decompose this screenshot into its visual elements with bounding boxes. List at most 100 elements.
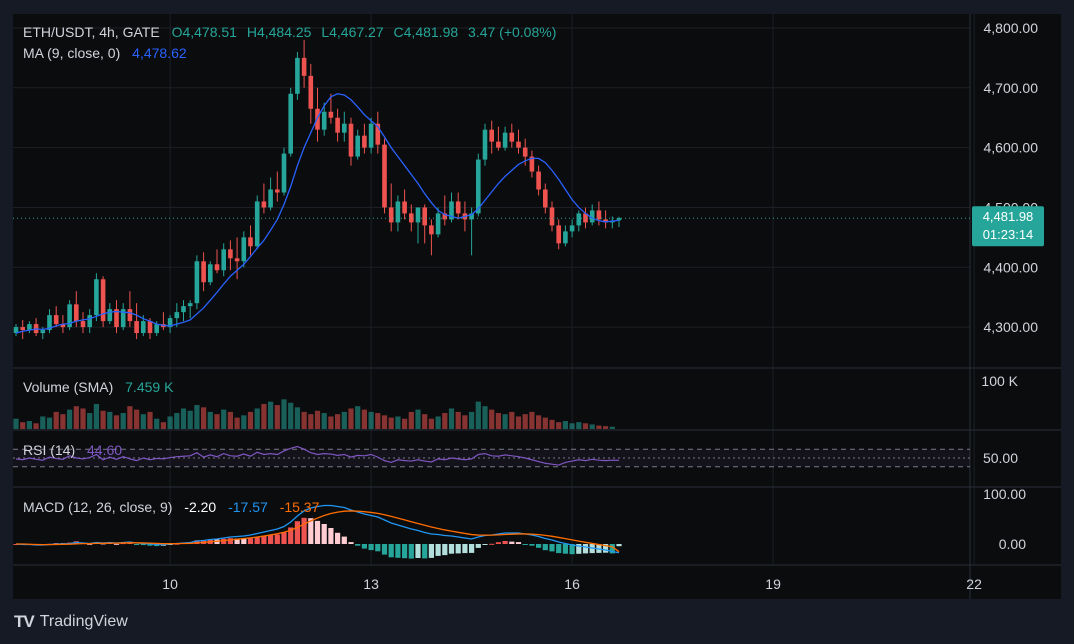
svg-text:MACD (12, 26, close, 9): MACD (12, 26, close, 9) -2.20 -17.57 -15…	[23, 499, 320, 515]
candle-body	[13, 327, 19, 334]
volume-bar	[569, 423, 575, 429]
footer-branding[interactable]: TV TradingView	[14, 612, 128, 632]
rsi-pane[interactable]	[13, 445, 970, 468]
rsi-legend-label: RSI (14)	[23, 442, 75, 458]
candle-body	[221, 249, 226, 271]
macd-hist-bar	[368, 544, 374, 551]
macd-hist-bar	[388, 544, 394, 558]
legend-high: H4,484.25	[247, 24, 312, 40]
ma-legend-label: MA (9, close, 0)	[23, 45, 120, 61]
volume-bar	[234, 417, 240, 429]
candle-body	[281, 153, 287, 193]
macd-hist-bar	[515, 542, 522, 544]
volume-bar	[221, 409, 227, 429]
legend-open: O4,478.51	[172, 24, 238, 40]
main-legend[interactable]: ETH/USDT, 4h, GATE O4,478.51 H4,484.25 L…	[23, 24, 556, 61]
volume-bar	[502, 414, 508, 429]
chart-canvas[interactable]: 4,300.004,400.004,500.004,600.004,700.00…	[13, 14, 1061, 599]
macd-hist-bar	[509, 541, 515, 544]
signal-line	[16, 510, 620, 553]
candle-body	[187, 303, 193, 307]
macd-hist-bar	[274, 534, 280, 544]
legend-low: L4,467.27	[321, 24, 383, 40]
macd-hist-bar	[576, 544, 582, 554]
volume-bar	[67, 409, 73, 429]
candle-body	[502, 132, 508, 148]
macd-hist-bar	[442, 544, 448, 556]
candle-body	[395, 201, 401, 223]
rsi-line	[15, 445, 620, 466]
volume-bar	[201, 407, 207, 429]
volume-bar	[368, 411, 374, 429]
time-tick-label: 13	[363, 576, 379, 592]
macd-hist-bar	[462, 544, 468, 554]
volume-bar	[294, 407, 300, 429]
candle-body	[489, 129, 494, 142]
macd-legend-label: MACD (12, 26, close, 9)	[23, 499, 172, 515]
rsi-legend[interactable]: RSI (14) 44.60	[23, 442, 122, 458]
volume-bar	[536, 415, 542, 429]
macd-hist-bar	[361, 544, 367, 549]
macd-hist-bar	[335, 532, 341, 544]
volume-legend[interactable]: Volume (SMA) 7.459 K	[23, 379, 174, 395]
volume-bar	[113, 415, 120, 429]
candle-body	[589, 210, 595, 223]
macd-pane[interactable]	[13, 504, 622, 559]
volume-bar	[20, 422, 26, 429]
tradingview-logo-icon: TV	[14, 612, 35, 631]
volume-bar	[154, 418, 160, 429]
candle-body	[248, 237, 253, 247]
candle-body	[167, 318, 173, 328]
volume-bar	[442, 413, 448, 429]
macd-hist-bar	[281, 532, 287, 544]
volume-bar	[609, 426, 615, 429]
ma-line	[15, 93, 620, 334]
svg-text:Volume (SMA) 7.459 K: Volume (SMA) 7.459 K	[23, 379, 174, 395]
candle-body	[476, 159, 481, 214]
volume-bar	[241, 415, 247, 429]
macd-hist-bar	[375, 544, 381, 552]
macd-hist-bar	[415, 544, 421, 558]
candle-body	[496, 141, 501, 148]
macd-legend[interactable]: MACD (12, 26, close, 9) -2.20 -17.57 -15…	[23, 499, 320, 515]
candle-body	[120, 309, 126, 328]
candle-body	[603, 219, 608, 223]
candle-body	[87, 315, 92, 328]
macd-hist-bar	[435, 544, 441, 556]
macd-hist-bar	[321, 524, 327, 544]
macd-hist-bar	[194, 540, 200, 544]
candle-body	[442, 213, 448, 220]
time-tick-label: 22	[966, 576, 982, 592]
candle-body	[422, 207, 427, 226]
price-tick-label: 4,800.00	[984, 20, 1039, 36]
macd-hist-bar	[341, 536, 347, 544]
volume-bar	[408, 411, 414, 429]
price-pane[interactable]	[13, 39, 970, 340]
candle-body	[288, 93, 293, 154]
macd-hist-bar	[247, 538, 254, 544]
candle-body	[455, 201, 461, 214]
volume-bar	[469, 411, 475, 429]
macd-hist-bar	[542, 544, 548, 551]
macd-hist-bar	[428, 544, 434, 558]
macd-histogram	[13, 517, 622, 559]
candle-body	[275, 189, 280, 193]
volume-bar	[542, 417, 548, 429]
macd-hist-bar	[268, 535, 274, 544]
price-axis[interactable]: 4,300.004,400.004,500.004,600.004,700.00…	[981, 20, 1038, 552]
candles	[13, 39, 622, 340]
time-axis[interactable]: 10131619222528	[162, 576, 1061, 592]
macd-hist-bar	[536, 544, 542, 548]
volume-bar	[495, 413, 501, 429]
candle-body	[208, 264, 213, 283]
bar-countdown: 01:23:14	[983, 227, 1034, 242]
volume-bar	[180, 408, 187, 429]
volume-bar	[603, 426, 609, 429]
volume-pane[interactable]	[13, 399, 615, 429]
candle-body	[94, 279, 99, 316]
candle-body	[509, 132, 515, 142]
time-tick-label: 10	[162, 576, 178, 592]
candle-body	[228, 249, 233, 259]
candle-body	[328, 111, 334, 118]
macd-hist-bar	[422, 544, 428, 559]
